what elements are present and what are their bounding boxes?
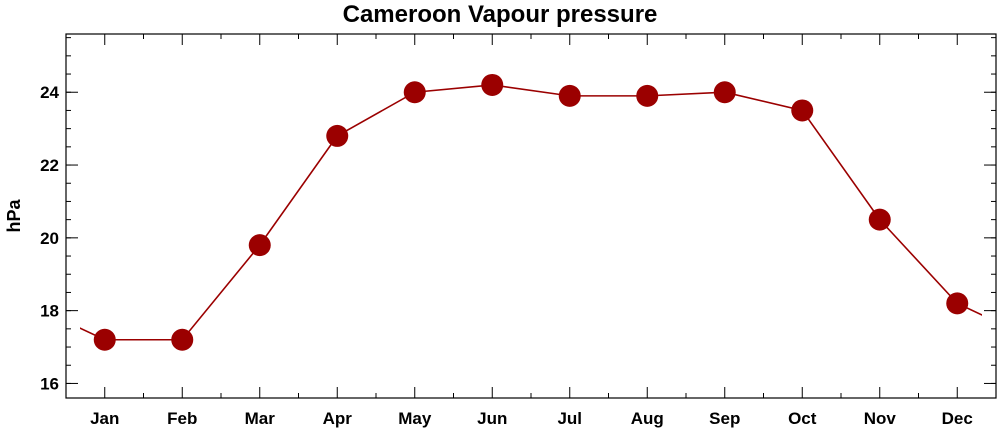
x-tick-label: May — [398, 409, 432, 428]
series-layer — [80, 73, 982, 351]
series-line — [80, 84, 982, 341]
x-tick-label: Sep — [709, 409, 740, 428]
data-point — [868, 208, 891, 231]
data-point — [636, 84, 659, 107]
y-tick-label: 20 — [40, 229, 59, 248]
x-tick-label: Dec — [942, 409, 973, 428]
x-tick-label: Feb — [167, 409, 197, 428]
x-tick-label: Nov — [864, 409, 897, 428]
x-tick-label: Apr — [323, 409, 353, 428]
data-point — [93, 328, 116, 351]
data-point — [791, 99, 814, 122]
data-point — [558, 84, 581, 107]
x-tick-label: Mar — [245, 409, 276, 428]
x-tick-label: Jan — [90, 409, 119, 428]
y-axis-label: hPa — [4, 199, 24, 233]
data-point — [326, 124, 349, 147]
y-tick-label: 18 — [40, 302, 59, 321]
plot-frame — [65, 33, 997, 399]
data-point — [171, 328, 194, 351]
x-tick-label: Jun — [477, 409, 507, 428]
y-tick-label: 22 — [40, 156, 59, 175]
x-tick-label: Oct — [788, 409, 817, 428]
data-point — [403, 81, 426, 104]
axis-ticks — [65, 34, 997, 398]
data-point — [946, 292, 969, 315]
chart-title: Cameroon Vapour pressure — [342, 1, 658, 28]
axes-frame — [65, 33, 997, 399]
y-tick-label: 16 — [40, 374, 59, 393]
data-point — [248, 234, 271, 257]
data-point — [481, 73, 504, 96]
x-tick-label: Jul — [557, 409, 582, 428]
x-tick-label: Aug — [631, 409, 664, 428]
data-point — [713, 81, 736, 104]
axis-labels: Jan Feb Mar Apr May Jun Jul Aug Sep Oct Nov Dec 16 18… — [4, 83, 973, 428]
y-tick-label: 24 — [40, 83, 59, 102]
